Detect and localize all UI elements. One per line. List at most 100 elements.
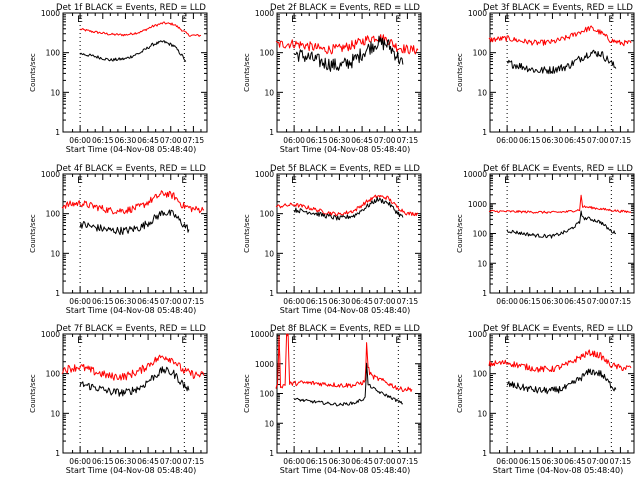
series-line-events [79,40,187,62]
x-tick-label: 06:00 [69,136,91,145]
x-tick-label: 06:00 [69,457,91,466]
y-tick-label: 1 [55,289,60,298]
y-tick-label: 1 [269,449,274,458]
chart-title: Det 8f BLACK = Events, RED = LLD [270,324,420,334]
x-tick-label: 06:00 [283,297,305,306]
x-tick-label: 06:30 [329,136,351,145]
y-tick-label: 10 [50,88,60,97]
marker-corner-label: E [395,176,401,186]
x-tick-label: 06:15 [306,457,328,466]
chart-panel-9: Det 9f BLACK = Events, RED = LLD 1 10 100 10… [456,324,635,475]
y-tick-label: 10 [50,249,60,258]
marker-corner-label: E [608,336,614,346]
y-tick-label: 1000 [468,330,487,339]
chart-panel-3: Det 3f BLACK = Events, RED = LLD 1 10 100 10… [456,3,635,145]
x-tick-label: 06:15 [519,297,541,306]
series-line-events [506,368,617,395]
series-line-lld [488,194,632,214]
x-tick-label: 07:00 [374,136,396,145]
x-axis-label: Start Time (04-Nov-08 05:48:40) [66,466,196,475]
marker-corner-label: E [181,336,187,346]
marker-corner-label: E [291,336,297,346]
series-line-events [293,362,403,407]
plot-frame [489,12,635,133]
x-tick-label: 07:15 [183,457,205,466]
y-tick-label: 100 [473,49,488,58]
marker-corner-label: E [181,15,187,25]
marker-corner-label: E [291,176,297,186]
series-line-lld [275,34,419,55]
y-tick-label: 1000 [41,170,60,179]
series-line-lld [275,333,413,392]
y-tick-label: 100 [46,210,61,219]
marker-corner-label: E [504,15,510,25]
chart-title: Det 5f BLACK = Events, RED = LLD [270,164,420,174]
chart-title: Det 3f BLACK = Events, RED = LLD [483,3,633,13]
plot-frame [62,12,208,133]
y-tick-label: 10 [264,88,274,97]
y-axis-label: Counts/sec [243,214,251,253]
marker-corner-label: E [395,15,401,25]
x-tick-label: 06:45 [351,136,373,145]
chart-title: Det 7f BLACK = Events, RED = LLD [56,324,206,334]
chart-panel-2: Det 2f BLACK = Events, RED = LLD 1 10 100 10… [243,3,422,154]
x-tick-label: 06:45 [564,457,586,466]
y-tick-label: 100 [260,210,275,219]
y-tick-label: 1 [482,449,487,458]
marker-corner-label: E [77,336,83,346]
x-tick-label: 06:15 [306,136,328,145]
x-tick-label: 06:45 [137,297,159,306]
plot-frame [276,333,422,454]
chart-panel-4: Det 4f BLACK = Events, RED = LLD 1 10 100 10… [29,164,208,315]
x-tick-label: 06:30 [542,297,564,306]
y-tick-label: 1 [55,449,60,458]
x-tick-label: 06:30 [115,136,137,145]
x-tick-label: 06:30 [115,297,137,306]
y-axis-label: Counts/sec [456,53,464,92]
x-tick-label: 06:15 [92,457,114,466]
x-tick-label: 06:00 [496,136,518,145]
y-tick-label: 100 [46,49,61,58]
y-tick-label: 1000 [468,200,487,209]
y-tick-label: 10 [477,88,487,97]
y-tick-label: 1 [269,128,274,137]
x-tick-label: 07:00 [160,136,182,145]
series-line-events [79,366,190,397]
chart-title: Det 6f BLACK = Events, RED = LLD [483,164,633,174]
marker-corner-label: E [608,176,614,186]
chart-panel-8: Det 8f BLACK = Events, RED = LLD 1 10 100 10… [243,324,422,475]
x-axis-label: Start Time (04-Nov-08 05:48:40) [493,466,623,475]
x-tick-label: 07:15 [397,136,419,145]
marker-corner-label: E [77,176,83,186]
series-line-events [293,196,404,221]
y-tick-label: 10 [264,249,274,258]
chart-title: Det 1f BLACK = Events, RED = LLD [56,3,206,13]
y-axis-label: Counts/sec [456,374,464,413]
x-tick-label: 06:00 [496,457,518,466]
chart-title: Det 4f BLACK = Events, RED = LLD [56,164,206,174]
series-line-lld [275,194,419,217]
y-tick-label: 1 [482,289,487,298]
y-tick-label: 10 [50,409,60,418]
marker-corner-label: E [608,15,614,25]
x-tick-label: 06:30 [542,136,564,145]
series-line-events [506,210,616,239]
x-tick-label: 07:15 [397,297,419,306]
plot-frame [62,333,208,454]
x-tick-label: 07:15 [610,457,632,466]
x-tick-label: 06:30 [115,457,137,466]
y-tick-label: 1000 [255,170,274,179]
x-tick-label: 06:00 [283,136,305,145]
y-tick-label: 100 [260,390,275,399]
x-tick-label: 07:00 [587,457,609,466]
series-line-lld [488,349,632,373]
x-tick-label: 06:15 [92,136,114,145]
marker-corner-label: E [504,336,510,346]
marker-corner-label: E [395,336,401,346]
x-tick-label: 07:15 [397,457,419,466]
x-tick-label: 06:30 [329,297,351,306]
series-line-events [79,209,190,236]
y-tick-label: 10 [264,419,274,428]
x-tick-label: 07:00 [160,457,182,466]
plot-frame [276,173,422,294]
